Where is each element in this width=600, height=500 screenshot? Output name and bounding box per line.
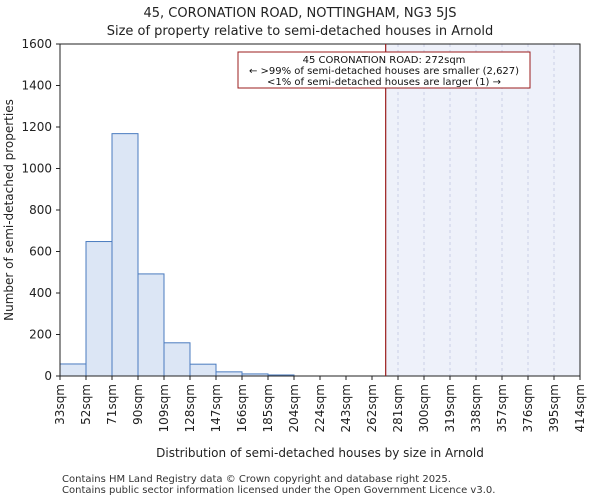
chart-title: 45, CORONATION ROAD, NOTTINGHAM, NG3 5JS — [143, 6, 457, 21]
annotation-line-1: 45 CORONATION ROAD: 272sqm — [303, 55, 466, 66]
annotation-line-3: <1% of semi-detached houses are larger (… — [267, 77, 501, 88]
x-tick-label: 357sqm — [495, 384, 509, 432]
x-tick-label: 90sqm — [131, 384, 145, 425]
bar-109sqm — [163, 342, 191, 377]
y-tick-label: 1200 — [21, 120, 52, 134]
bar-71sqm — [111, 133, 139, 377]
bar-147sqm — [215, 371, 243, 377]
x-tick-label: 300sqm — [417, 384, 431, 432]
bar-90sqm — [137, 273, 165, 377]
y-tick-label: 400 — [29, 286, 52, 300]
y-tick-label: 600 — [29, 245, 52, 259]
x-tick-label: 376sqm — [521, 384, 535, 432]
annotation-box — [237, 51, 531, 89]
bar-128sqm — [189, 363, 217, 377]
y-tick-label: 1600 — [21, 37, 52, 51]
annotation-line-2: ← >99% of semi-detached houses are small… — [249, 66, 519, 77]
x-tick-label: 128sqm — [183, 384, 197, 432]
x-tick-label: 185sqm — [261, 384, 275, 432]
x-tick-label: 262sqm — [365, 384, 379, 432]
x-tick-label: 33sqm — [53, 384, 67, 425]
x-tick-label: 414sqm — [573, 384, 587, 432]
x-tick-label: 281sqm — [391, 384, 405, 432]
y-tick-label: 800 — [29, 203, 52, 217]
chart-subtitle: Size of property relative to semi-detach… — [106, 24, 494, 39]
footer-copyright: Contains HM Land Registry data © Crown c… — [62, 474, 451, 485]
larger-region-shade — [385, 44, 580, 376]
x-tick-label: 147sqm — [209, 384, 223, 432]
y-tick-label: 1400 — [21, 79, 52, 93]
x-tick-label: 71sqm — [105, 384, 119, 425]
y-tick-label: 0 — [44, 369, 52, 383]
x-tick-label: 166sqm — [235, 384, 249, 432]
y-axis-label: Number of semi-detached properties — [2, 99, 16, 321]
x-tick-label: 52sqm — [79, 384, 93, 425]
bar-33sqm — [59, 363, 87, 377]
x-axis-label: Distribution of semi-detached houses by … — [156, 446, 484, 460]
x-tick-label: 395sqm — [547, 384, 561, 432]
bar-52sqm — [85, 241, 113, 377]
y-tick-label: 200 — [29, 328, 52, 342]
x-tick-label: 204sqm — [287, 384, 301, 432]
x-tick-label: 243sqm — [339, 384, 353, 432]
x-tick-label: 109sqm — [157, 384, 171, 432]
footer-licence: Contains public sector information licen… — [62, 485, 496, 496]
y-tick-label: 1000 — [21, 162, 52, 176]
x-tick-label: 338sqm — [469, 384, 483, 432]
x-tick-label: 319sqm — [443, 384, 457, 432]
x-tick-label: 224sqm — [313, 384, 327, 432]
